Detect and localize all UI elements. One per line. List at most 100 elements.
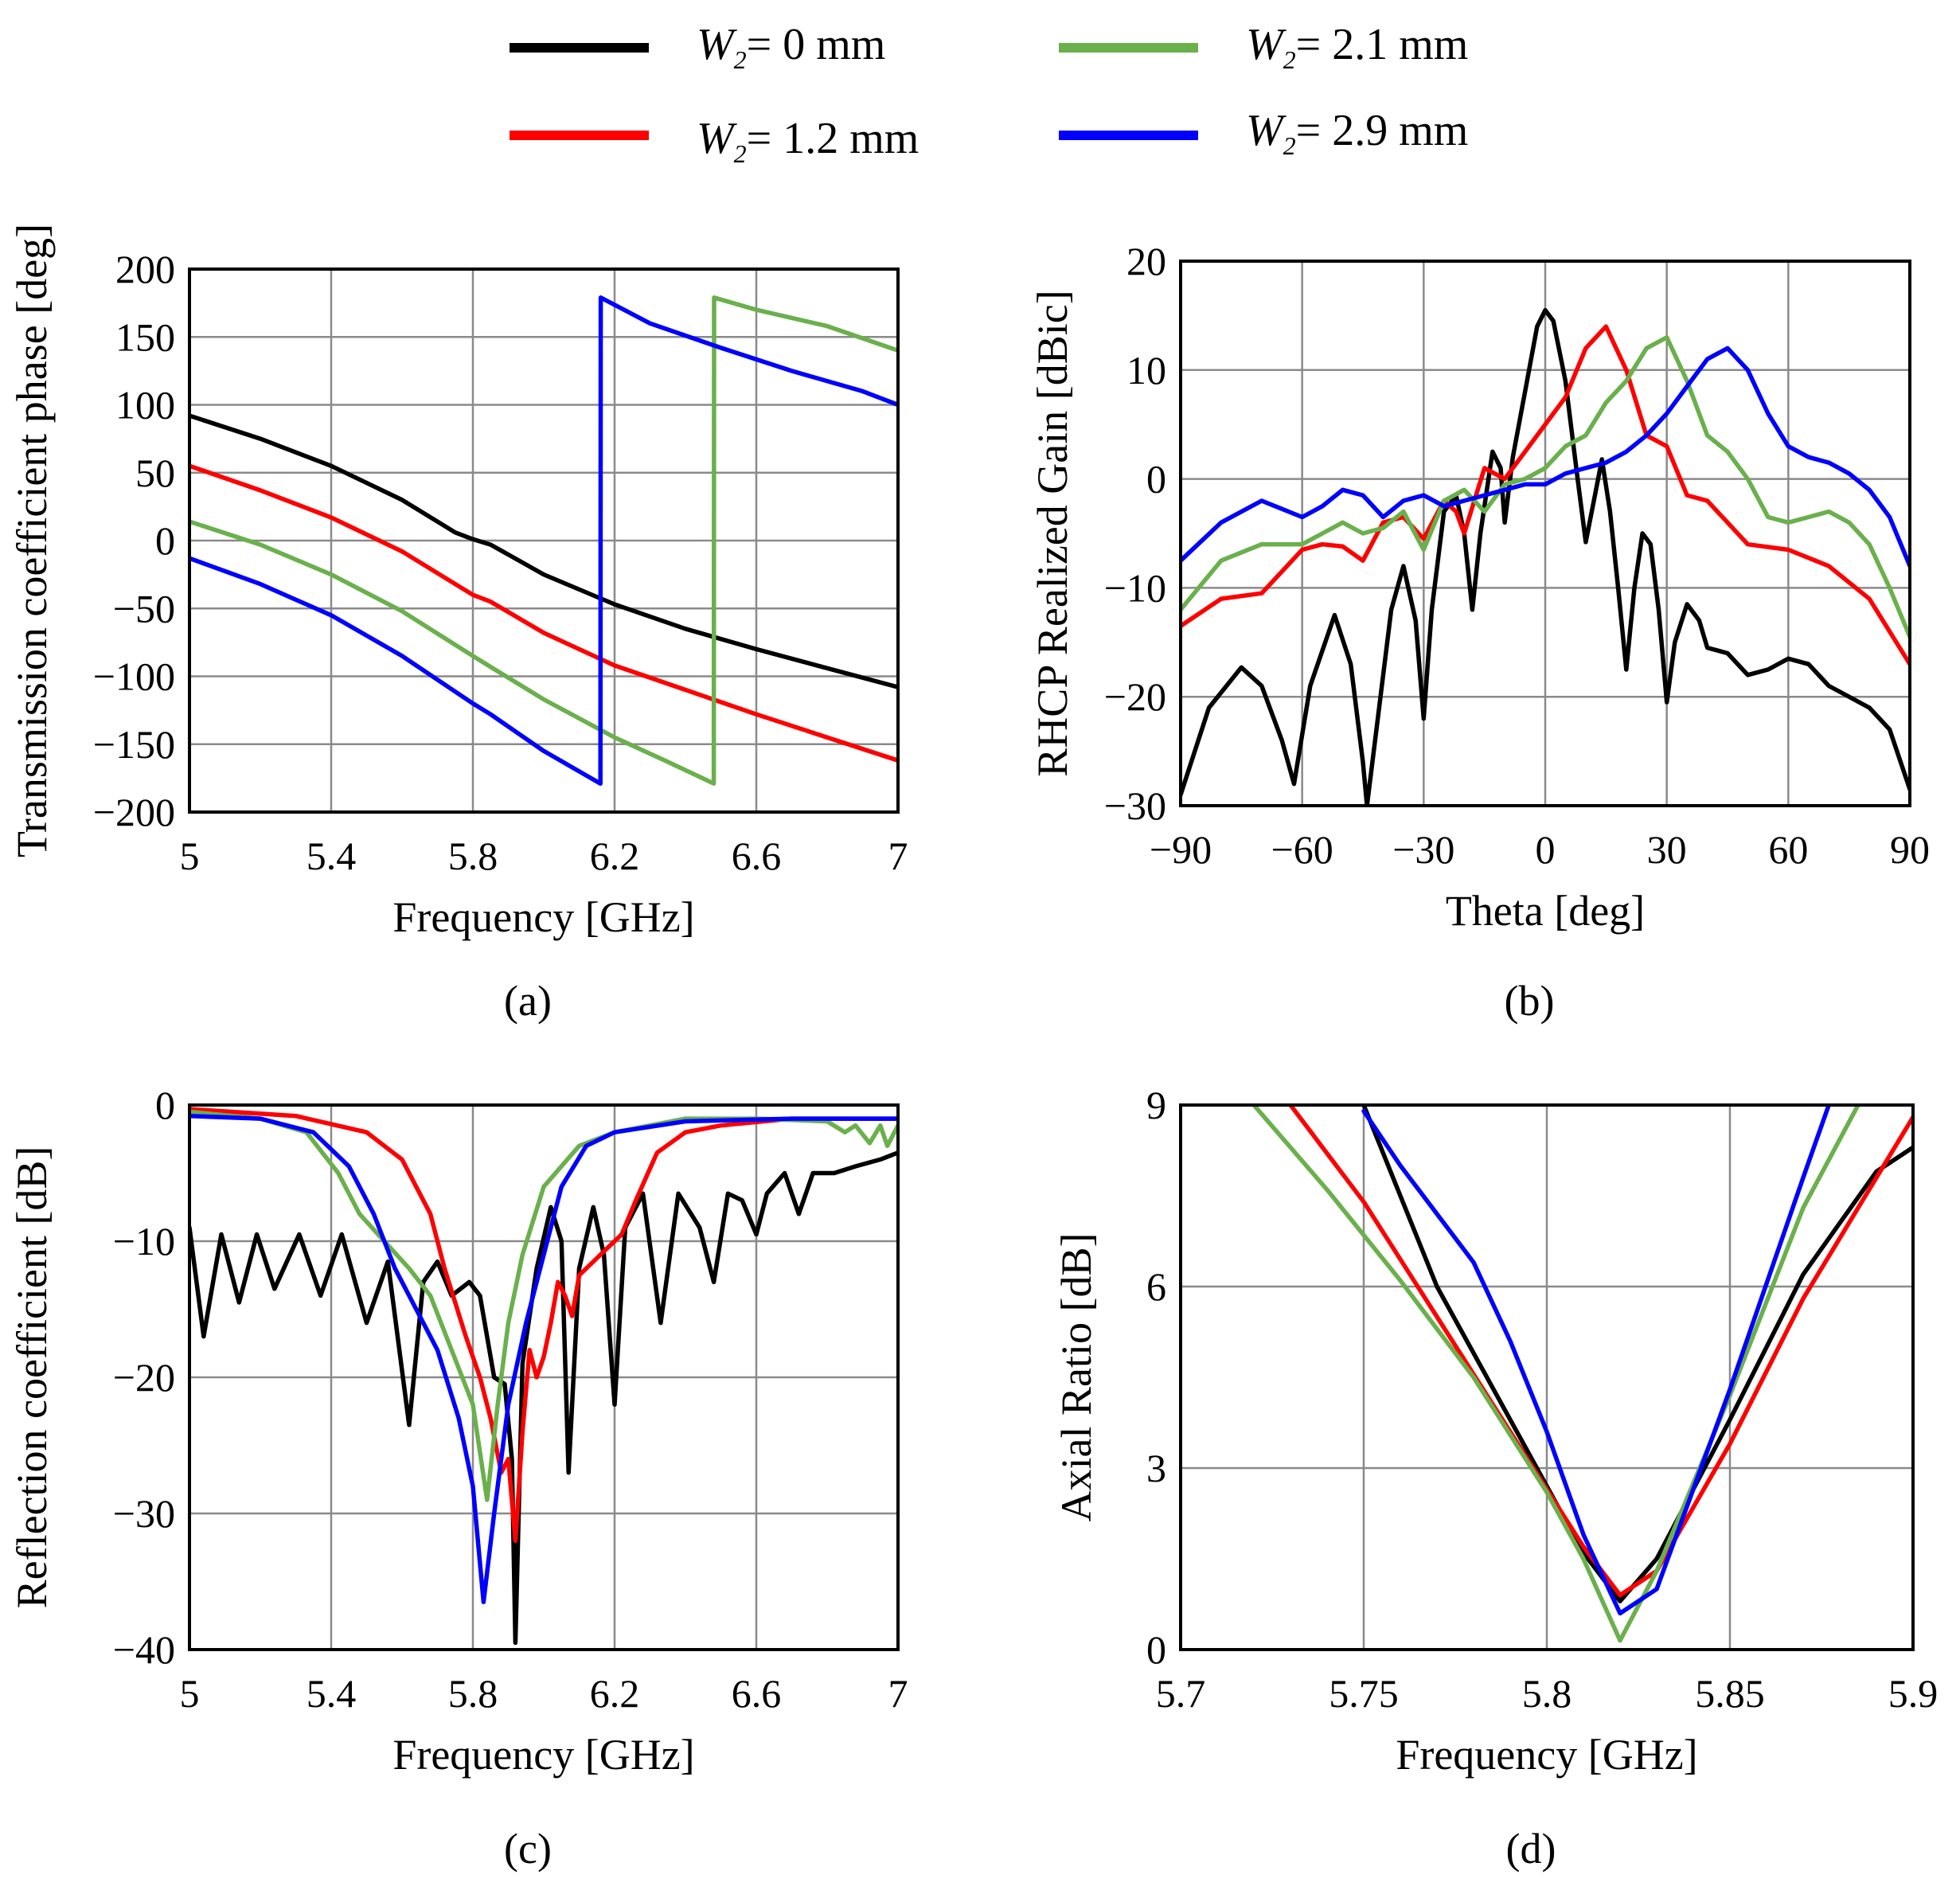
legend-subscript: 2 <box>734 45 747 74</box>
y-tick-label: 20 <box>1126 239 1166 283</box>
x-tick-label: 7 <box>888 1671 908 1716</box>
series-group <box>189 1107 898 1646</box>
y-tick-label: 0 <box>1146 1627 1166 1672</box>
y-axis-label: Transmission coefficient phase [deg] <box>8 224 56 857</box>
y-tick-label: 3 <box>1146 1446 1166 1490</box>
x-tick-label: 5.8 <box>448 1671 498 1716</box>
svg-text:W2= 2.9 mm: W2= 2.9 mm <box>1246 106 1468 160</box>
y-tick-label: 200 <box>115 247 175 291</box>
panel-caption: (a) <box>504 977 552 1025</box>
x-tick-label: 30 <box>1647 827 1687 872</box>
series-group <box>1181 307 1910 806</box>
y-tick-label: −10 <box>1104 565 1166 610</box>
grid <box>1181 1105 1913 1650</box>
y-tick-label: 0 <box>155 518 175 563</box>
y-tick-label: 10 <box>1126 348 1166 392</box>
series-line <box>1181 307 1910 806</box>
panel-b-gain-chart: −90 −60 −30 0 30 60 90 −30 −20 −10 0 10 20 Theta [deg… <box>1029 239 1930 1025</box>
y-tick-label: 0 <box>155 1083 175 1127</box>
x-tick-label: 5.8 <box>448 834 498 878</box>
x-tick-label: 5 <box>180 1671 200 1716</box>
y-tick-label: 150 <box>115 314 175 359</box>
x-tick-label: 6.6 <box>732 1671 782 1716</box>
x-tick-label: 6.2 <box>590 1671 640 1716</box>
y-tick-label: −150 <box>93 722 175 767</box>
x-tick-label: 5.8 <box>1522 1671 1572 1716</box>
x-tick-label: 5.85 <box>1695 1671 1765 1716</box>
legend-subscript: 2 <box>1283 131 1296 160</box>
series-line <box>189 1107 898 1543</box>
grid <box>1181 261 1910 806</box>
plot-frame <box>188 268 900 814</box>
series-line <box>189 463 898 763</box>
panel-caption: (b) <box>1505 977 1555 1025</box>
series-line <box>1288 1105 1913 1598</box>
legend-subscript: 2 <box>734 139 747 168</box>
x-tick-label: 5.9 <box>1888 1671 1939 1716</box>
series-line <box>1181 324 1910 666</box>
svg-text:W2= 1.2 mm: W2= 1.2 mm <box>697 114 919 168</box>
x-axis-label: Theta [deg] <box>1446 887 1645 935</box>
legend-label: = 2.9 mm <box>1296 106 1469 155</box>
x-tick-label: 5.4 <box>306 834 357 878</box>
legend-symbol: W <box>1246 20 1286 69</box>
x-tick-label: 0 <box>1536 827 1556 872</box>
panel-c-reflection-chart: 5 5.4 5.8 6.2 6.6 7 −40 −30 −20 −10 0 Frequency [GH… <box>8 1083 908 1873</box>
y-tick-label: −20 <box>1104 674 1166 719</box>
series-line <box>189 295 898 786</box>
series-line <box>1361 1105 1913 1603</box>
x-axis-label: Frequency [GHz] <box>392 1731 694 1779</box>
panel-d-axial-ratio-chart: 5.7 5.75 5.8 5.85 5.9 0 3 6 9 Frequency [GHz] Axia… <box>1052 1083 1938 1873</box>
legend-symbol: W <box>697 20 737 69</box>
x-tick-label: 6.2 <box>590 834 640 878</box>
y-tick-label: −30 <box>1104 783 1166 828</box>
legend-symbol: W <box>1246 106 1286 155</box>
series-line <box>189 1150 898 1646</box>
y-tick-label: −50 <box>113 586 175 631</box>
panel-caption: (d) <box>1506 1825 1556 1873</box>
plot-frame <box>1179 1103 1915 1651</box>
x-axis-label: Frequency [GHz] <box>392 893 694 941</box>
y-tick-label: −200 <box>93 790 175 834</box>
series-line <box>189 295 898 786</box>
x-tick-label: −90 <box>1150 827 1212 872</box>
y-axis-label: Axial Ratio [dB] <box>1052 1233 1100 1522</box>
legend-entry-w2-2-9: W2= 2.9 mm <box>1059 106 1468 160</box>
series-line <box>189 413 898 689</box>
y-tick-label: −30 <box>113 1491 175 1536</box>
series-line <box>1181 346 1910 568</box>
x-tick-label: 6.6 <box>732 834 782 878</box>
legend: W2= 0 mm W2= 1.2 mm W2= 2.1 mm W2= 2.9 m… <box>510 20 1468 168</box>
series-line <box>189 1109 898 1502</box>
x-tick-label: −30 <box>1392 827 1454 872</box>
series-line <box>1251 1105 1860 1643</box>
x-tick-label: 5.4 <box>306 1671 357 1716</box>
y-tick-label: 100 <box>115 383 175 428</box>
plot-frame <box>188 1103 900 1651</box>
x-tick-label: 90 <box>1890 827 1930 872</box>
svg-text:W2= 0 mm: W2= 0 mm <box>697 20 885 74</box>
panel-a-phase-chart: 5 5.4 5.8 6.2 6.6 7 −200 −150 −100 −50 0 50 100 150 20… <box>8 224 908 1025</box>
y-tick-label: −20 <box>113 1355 175 1400</box>
legend-subscript: 2 <box>1283 45 1296 74</box>
y-tick-label: −100 <box>93 654 175 699</box>
y-axis-label: Reflection coefficient [dB] <box>8 1146 56 1609</box>
x-tick-label: 5.7 <box>1156 1671 1206 1716</box>
y-tick-label: 50 <box>135 451 175 495</box>
y-axis-label: RHCP Realized Gain [dBic] <box>1029 290 1076 776</box>
series-line <box>189 1113 898 1604</box>
x-axis-label: Frequency [GHz] <box>1396 1731 1697 1779</box>
series-group <box>1251 1105 1913 1643</box>
x-tick-label: 5.75 <box>1329 1671 1399 1716</box>
x-tick-label: 5 <box>180 834 200 878</box>
y-tick-label: 6 <box>1146 1264 1166 1309</box>
y-tick-label: 0 <box>1146 457 1166 502</box>
legend-label: = 1.2 mm <box>747 114 919 163</box>
y-tick-label: −40 <box>113 1627 175 1672</box>
series-group <box>189 295 898 786</box>
legend-symbol: W <box>697 114 737 163</box>
legend-entry-w2-0: W2= 0 mm <box>510 20 885 74</box>
legend-label: = 2.1 mm <box>1296 20 1469 69</box>
x-tick-label: 7 <box>888 834 908 878</box>
